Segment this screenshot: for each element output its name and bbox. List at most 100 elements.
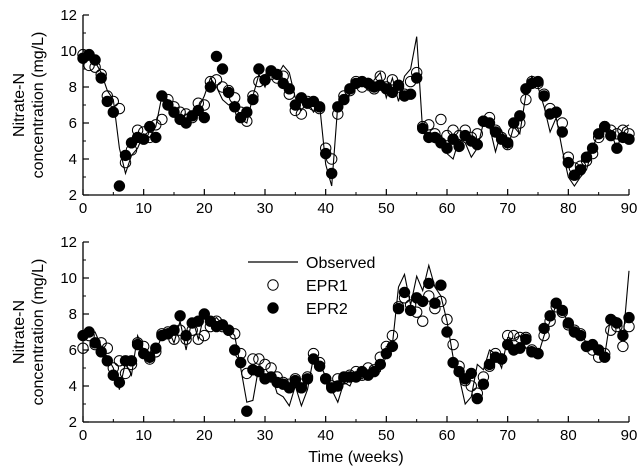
- x-tick-label: 20: [196, 427, 213, 444]
- epr2-point: [483, 358, 496, 371]
- epr2-point: [174, 310, 186, 322]
- epr2-point: [417, 122, 429, 135]
- epr2-point: [156, 90, 168, 102]
- epr2-point: [483, 117, 496, 129]
- epr2-point: [368, 365, 380, 378]
- y-axis-label: Nitrate-N concentration (mg/L): [11, 259, 47, 406]
- epr2-point: [204, 81, 217, 93]
- epr2-point: [538, 322, 550, 335]
- epr2-point: [441, 326, 453, 338]
- epr2-point: [423, 277, 435, 290]
- epr1-point: [465, 380, 477, 392]
- x-tick-label: 50: [378, 427, 395, 444]
- epr2-point: [229, 101, 241, 113]
- epr2-point: [259, 74, 271, 86]
- epr2-point: [168, 324, 180, 336]
- epr2-point: [611, 317, 623, 329]
- y-tick-label: 8: [69, 306, 77, 323]
- x-tick-label: 50: [378, 200, 395, 217]
- epr2-point: [386, 86, 399, 99]
- epr2-point: [229, 344, 241, 356]
- epr2-point: [441, 142, 453, 154]
- x-tick-label: 60: [439, 427, 456, 444]
- epr2-point: [241, 405, 253, 417]
- epr2-point: [113, 376, 126, 389]
- epr2-point: [222, 324, 235, 336]
- epr1-point: [119, 367, 132, 380]
- x-tick-label: 60: [439, 200, 456, 217]
- epr2-point: [599, 351, 611, 363]
- epr2-point: [89, 54, 101, 66]
- epr2-point: [404, 88, 417, 100]
- legend-label: Observed: [306, 255, 375, 272]
- epr2-point: [599, 120, 611, 133]
- epr2-point: [338, 93, 350, 106]
- epr2-point: [429, 297, 441, 309]
- epr2-point: [623, 311, 635, 324]
- epr2-point: [332, 380, 344, 392]
- x-tick-label: 30: [257, 200, 274, 217]
- epr1-point: [435, 113, 447, 126]
- epr2-point: [241, 106, 253, 118]
- epr2-point: [162, 99, 174, 111]
- epr2-point: [313, 101, 326, 113]
- epr2-point: [192, 315, 205, 327]
- epr2-point: [301, 373, 314, 385]
- x-tick-label: 90: [621, 427, 638, 444]
- x-tick-label: 70: [499, 427, 516, 444]
- epr2-point: [180, 117, 192, 129]
- epr1-point: [156, 113, 168, 126]
- epr2-point: [95, 72, 107, 84]
- y-axis-label: Nitrate-N concentration (mg/L): [11, 32, 47, 179]
- epr1-point: [198, 329, 211, 342]
- legend-open-circle-swatch: [267, 279, 279, 291]
- epr1-point: [386, 329, 399, 342]
- epr2-point: [386, 340, 399, 353]
- epr2-point: [253, 63, 265, 75]
- epr2-point: [283, 382, 295, 394]
- epr2-point: [611, 142, 623, 154]
- epr2-point: [216, 63, 229, 75]
- x-tick-label: 40: [317, 427, 334, 444]
- x-tick-label: 70: [499, 200, 516, 217]
- epr2-point: [144, 351, 156, 363]
- epr2-point: [623, 133, 635, 145]
- epr2-point: [489, 126, 502, 138]
- epr2-point: [326, 167, 338, 180]
- top-panel: 2 4 6 8 10 12 0 10 20 30 40 50 60 70 80 90 Nitrate-N conc…: [11, 7, 637, 217]
- y-tick-label: 12: [60, 234, 77, 251]
- epr2-point: [107, 369, 120, 381]
- y-tick-label: 4: [69, 378, 77, 395]
- epr2-point: [586, 142, 599, 154]
- epr1-point: [77, 342, 89, 354]
- epr2-point: [447, 133, 459, 145]
- epr2-point: [514, 110, 526, 122]
- epr2-point: [477, 378, 490, 390]
- epr2-point: [168, 106, 180, 118]
- epr2-point: [392, 79, 405, 91]
- epr2-point: [580, 151, 593, 163]
- epr2-point: [125, 355, 138, 367]
- epr1-point: [192, 333, 205, 345]
- epr1-point: [617, 340, 629, 353]
- epr2-point: [131, 338, 144, 351]
- epr2-point: [374, 358, 386, 371]
- y-tick-label: 2: [69, 414, 77, 431]
- y-axis-label-line: Nitrate-N: [11, 300, 28, 364]
- x-tick-label: 0: [79, 200, 87, 217]
- epr1-point: [520, 93, 532, 106]
- y-tick-label: 2: [69, 187, 77, 204]
- epr2-point: [562, 317, 574, 329]
- epr2-point: [392, 302, 405, 315]
- epr2-point: [617, 329, 629, 342]
- epr2-point: [95, 346, 107, 358]
- epr2-point: [332, 101, 344, 113]
- y-tick-label: 10: [60, 43, 77, 60]
- bottom-panel: 2 4 6 8 10 12 0 10 20 30 40 50 60 70 80 90 Nitrate-N conc…: [11, 234, 637, 466]
- y-tick-label: 12: [60, 7, 77, 24]
- epr2-point: [562, 156, 574, 169]
- x-tick-label: 0: [79, 427, 87, 444]
- epr2-point: [271, 68, 283, 81]
- epr2-point: [253, 365, 265, 378]
- epr2-point: [593, 128, 605, 140]
